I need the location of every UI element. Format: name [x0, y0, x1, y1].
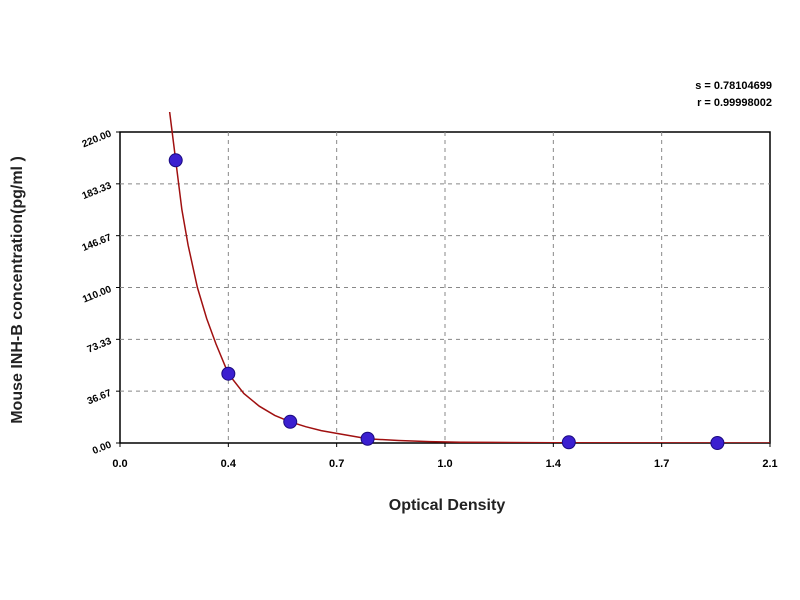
x-tick-label: 1.7: [654, 458, 669, 470]
stat-s-value: s = 0.78104699: [695, 80, 772, 92]
points-layer: [168, 153, 725, 450]
y-tick-label: 183.33: [81, 180, 114, 202]
x-tick-label: 2.1: [762, 458, 777, 470]
y-tick-label: 36.67: [86, 388, 114, 408]
data-point: [168, 153, 183, 168]
y-tick-label: 73.33: [86, 336, 114, 356]
grid: [120, 132, 770, 443]
x-axis-label: Optical Density: [389, 497, 506, 514]
y-tick-label: 110.00: [81, 284, 113, 306]
y-tick-label: 146.67: [81, 232, 114, 254]
x-tick-label: 0.4: [221, 458, 237, 470]
data-point: [561, 435, 576, 450]
y-axis-label: Mouse INH-B concentration(pg/ml ): [9, 156, 26, 424]
data-point: [360, 431, 375, 446]
x-tick-label: 1.4: [546, 458, 562, 470]
data-point: [221, 366, 236, 381]
y-tick-label: 0.00: [91, 439, 114, 457]
stat-r-value: r = 0.99998002: [697, 97, 772, 109]
x-tick-label: 0.0: [112, 458, 127, 470]
data-point: [283, 414, 298, 429]
x-tick-label: 0.7: [329, 458, 344, 470]
x-tick-label: 1.0: [437, 458, 452, 470]
y-tick-label: 220.00: [81, 128, 114, 150]
data-point: [710, 436, 725, 450]
